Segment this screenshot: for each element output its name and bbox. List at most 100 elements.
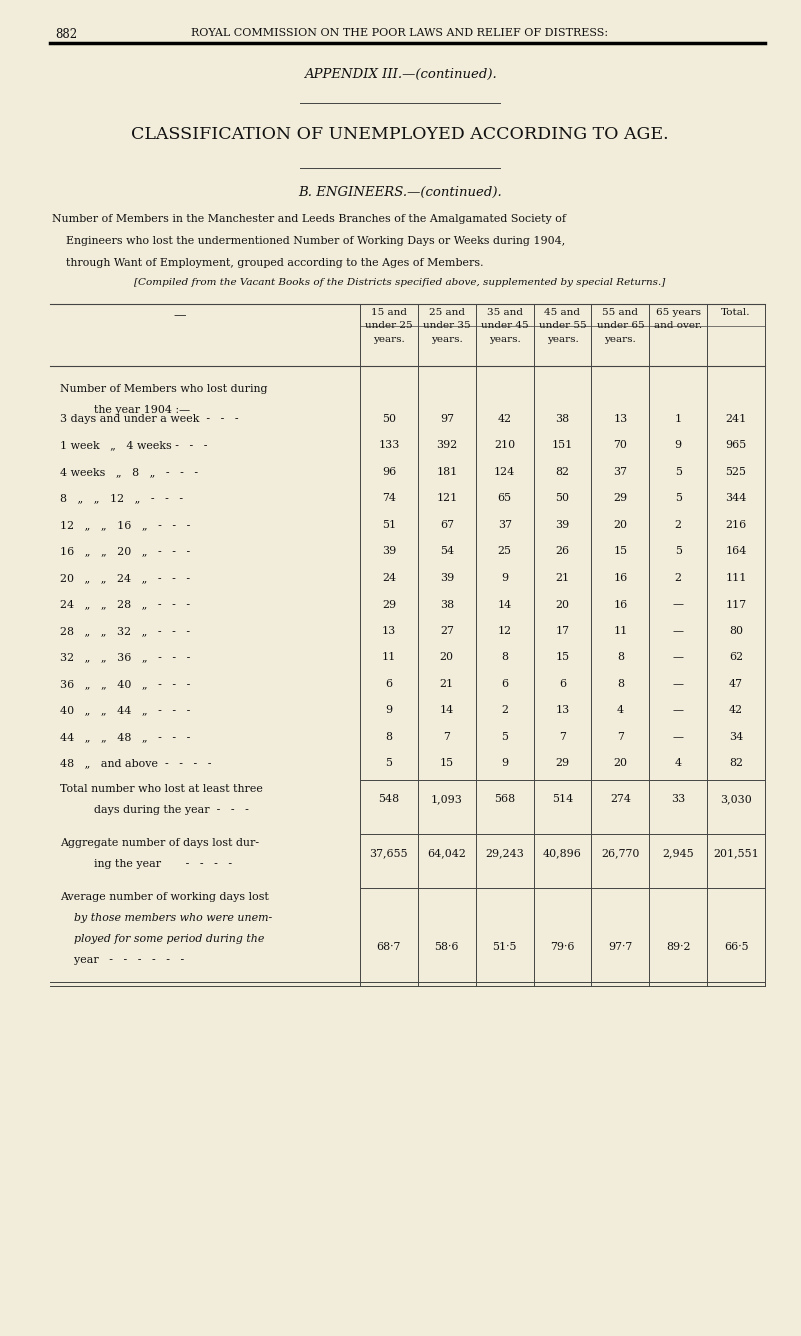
Text: years.: years.: [546, 335, 578, 343]
Text: years.: years.: [605, 335, 636, 343]
Text: 965: 965: [726, 441, 747, 450]
Text: under 65: under 65: [597, 322, 644, 330]
Text: —: —: [673, 627, 684, 636]
Text: 96: 96: [382, 468, 396, 477]
Text: 525: 525: [726, 468, 747, 477]
Text: 38: 38: [555, 414, 570, 424]
Text: 7: 7: [617, 732, 624, 741]
Text: 2: 2: [674, 573, 682, 582]
Text: B. ENGINEERS.—(continued).: B. ENGINEERS.—(continued).: [298, 186, 502, 199]
Text: 37: 37: [614, 468, 627, 477]
Text: 50: 50: [382, 414, 396, 424]
Text: 50: 50: [556, 493, 570, 504]
Text: ing the year       -   -   -   -: ing the year - - - -: [80, 859, 232, 868]
Text: 44   „   „   48   „   -   -   -: 44 „ „ 48 „ - - -: [60, 732, 191, 741]
Text: 2: 2: [674, 520, 682, 530]
Text: 34: 34: [729, 732, 743, 741]
Text: 181: 181: [437, 468, 457, 477]
Text: 39: 39: [440, 573, 454, 582]
Text: —: —: [673, 600, 684, 609]
Text: 7: 7: [559, 732, 566, 741]
Text: [Compiled from the Vacant Books of the Districts specified above, supplemented b: [Compiled from the Vacant Books of the D…: [135, 278, 666, 287]
Text: 40,896: 40,896: [543, 848, 582, 858]
Text: 54: 54: [440, 546, 454, 557]
Text: —: —: [673, 652, 684, 663]
Text: 40   „   „   44   „   -   -   -: 40 „ „ 44 „ - - -: [60, 705, 191, 716]
Text: 8: 8: [617, 652, 624, 663]
Text: 29: 29: [614, 493, 627, 504]
Text: 48   „   and above  -   -   -   -: 48 „ and above - - - -: [60, 759, 211, 768]
Text: 62: 62: [729, 652, 743, 663]
Text: 24   „   „   28   „   -   -   -: 24 „ „ 28 „ - - -: [60, 600, 190, 609]
Text: 5: 5: [501, 732, 508, 741]
Text: —: —: [673, 705, 684, 716]
Text: —: —: [174, 309, 187, 322]
Text: 17: 17: [556, 627, 570, 636]
Text: 89·2: 89·2: [666, 942, 690, 953]
Text: under 55: under 55: [539, 322, 586, 330]
Text: 13: 13: [382, 627, 396, 636]
Text: and over.: and over.: [654, 322, 702, 330]
Text: 1: 1: [674, 414, 682, 424]
Text: 4 weeks   „   8   „   -   -   -: 4 weeks „ 8 „ - - -: [60, 468, 198, 477]
Text: 33: 33: [671, 794, 686, 804]
Text: 68·7: 68·7: [376, 942, 401, 953]
Text: by those members who were unem-: by those members who were unem-: [60, 912, 272, 923]
Text: 8: 8: [617, 679, 624, 689]
Text: 133: 133: [378, 441, 400, 450]
Text: 14: 14: [440, 705, 454, 716]
Text: Aggregate number of days lost dur-: Aggregate number of days lost dur-: [60, 838, 260, 848]
Text: 3,030: 3,030: [720, 794, 752, 804]
Text: 2: 2: [501, 705, 508, 716]
Text: 12: 12: [497, 627, 512, 636]
Text: 124: 124: [494, 468, 515, 477]
Text: 97·7: 97·7: [608, 942, 633, 953]
Text: ployed for some period during the: ployed for some period during the: [60, 934, 264, 945]
Text: through Want of Employment, grouped according to the Ages of Members.: through Want of Employment, grouped acco…: [52, 258, 484, 269]
Text: 3 days and under a week  -   -   -: 3 days and under a week - - -: [60, 414, 239, 424]
Text: 20   „   „   24   „   -   -   -: 20 „ „ 24 „ - - -: [60, 573, 190, 582]
Text: 882: 882: [55, 28, 77, 41]
Text: 241: 241: [726, 414, 747, 424]
Text: 70: 70: [614, 441, 627, 450]
Text: year   -   -   -   -   -   -: year - - - - - -: [60, 955, 184, 965]
Text: 2,945: 2,945: [662, 848, 694, 858]
Text: 4: 4: [674, 759, 682, 768]
Text: 42: 42: [497, 414, 512, 424]
Text: 15: 15: [614, 546, 627, 557]
Text: under 45: under 45: [481, 322, 529, 330]
Text: 6: 6: [385, 679, 392, 689]
Text: 80: 80: [729, 627, 743, 636]
Text: 74: 74: [382, 493, 396, 504]
Text: CLASSIFICATION OF UNEMPLOYED ACCORDING TO AGE.: CLASSIFICATION OF UNEMPLOYED ACCORDING T…: [131, 126, 669, 143]
Text: 16: 16: [614, 573, 627, 582]
Text: —: —: [673, 732, 684, 741]
Text: 20: 20: [556, 600, 570, 609]
Text: 14: 14: [497, 600, 512, 609]
Text: Number of Members in the Manchester and Leeds Branches of the Amalgamated Societ: Number of Members in the Manchester and …: [52, 214, 566, 224]
Text: 38: 38: [440, 600, 454, 609]
Text: 16: 16: [614, 600, 627, 609]
Text: 20: 20: [614, 520, 627, 530]
Text: 201,551: 201,551: [713, 848, 759, 858]
Text: 82: 82: [556, 468, 570, 477]
Text: 29: 29: [555, 759, 570, 768]
Text: 21: 21: [440, 679, 454, 689]
Text: 392: 392: [437, 441, 457, 450]
Text: 47: 47: [729, 679, 743, 689]
Text: 36   „   „   40   „   -   -   -: 36 „ „ 40 „ - - -: [60, 679, 191, 689]
Text: —: —: [673, 679, 684, 689]
Text: 20: 20: [614, 759, 627, 768]
Text: Average number of working days lost: Average number of working days lost: [60, 892, 269, 902]
Text: 39: 39: [555, 520, 570, 530]
Text: 5: 5: [674, 468, 682, 477]
Text: 13: 13: [614, 414, 627, 424]
Text: 65: 65: [497, 493, 512, 504]
Text: 8   „   „   12   „   -   -   -: 8 „ „ 12 „ - - -: [60, 493, 183, 504]
Text: 67: 67: [440, 520, 454, 530]
Text: 37,655: 37,655: [369, 848, 409, 858]
Text: 111: 111: [726, 573, 747, 582]
Text: 216: 216: [726, 520, 747, 530]
Text: 25: 25: [497, 546, 512, 557]
Text: 15: 15: [440, 759, 454, 768]
